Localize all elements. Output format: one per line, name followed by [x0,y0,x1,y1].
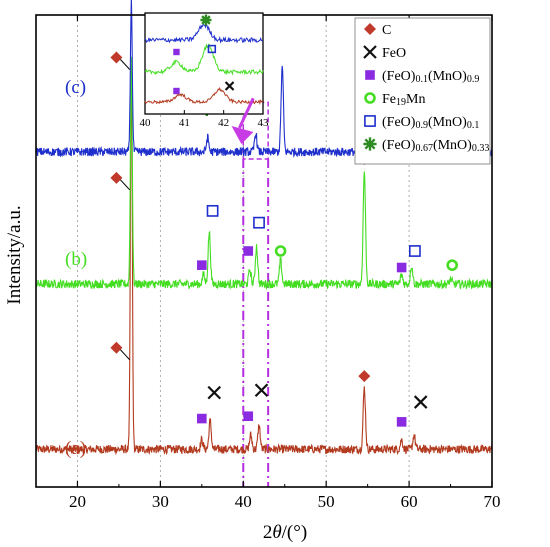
x-tick-label: 40 [235,492,252,511]
legend-label-sub: 0.9 [415,120,428,131]
legend-label-sub: 0.67 [415,143,433,154]
legend-label-part: C [382,23,391,38]
series-label: (b) [65,249,87,270]
open-square-marker [207,44,217,54]
legend-label-part: (FeO) [382,69,416,84]
zoom-arrow-head [231,126,254,144]
diamond-marker [110,51,123,64]
filled-square-marker [243,411,254,421]
legend-label-sub2: 0.9 [467,74,480,85]
x-axis-title-suffix: /(°) [282,522,308,543]
open-square-marker [408,245,421,257]
legend-label-part2: (MnO) [428,69,467,84]
cross-marker [363,45,377,59]
cross-marker [413,395,428,409]
legend-label-part2: Mn [406,92,425,107]
legend-label-part: (FeO) [382,138,416,153]
plot-frame [35,14,493,488]
diamond-marker [364,23,376,35]
open-square-marker [253,216,265,229]
open-square-marker [206,204,219,217]
axis-ticks: 20 30 40 50 60 70 [35,15,501,511]
filled-square-marker [243,246,254,256]
open-square-marker [364,115,376,127]
inset-tick-label: 42 [218,117,229,129]
x-tick-label: 20 [69,492,86,511]
legend-label-part: (FeO) [382,115,416,130]
series-line [35,56,493,291]
cross-marker [224,81,235,91]
legend-entry-label: C [382,23,391,38]
x-tick-label: 70 [484,492,501,511]
inset-tick-label: 41 [179,117,190,129]
filled-square-marker [396,262,407,273]
legend-label-part: FeO [382,46,406,61]
y-axis-title: Intensity/a.u. [4,205,25,304]
legend-label-sub2: 0.1 [467,120,480,131]
star-marker [363,137,377,151]
inset-series-line [144,86,264,106]
legend-box [354,17,491,165]
series-label: (a) [65,438,86,459]
inset-tick-label: 40 [140,117,152,129]
filled-square-marker [173,87,180,95]
x-axis-title-theta: θ [272,522,281,543]
cross-marker [207,385,222,400]
x-axis-title-prefix: 2 [263,522,273,543]
x-tick-label: 50 [318,492,335,511]
legend-entry-label: Fe19Mn [382,92,425,108]
marker-leader-line [120,59,131,70]
legend-label-part2: (MnO) [433,138,472,153]
legend: CFeO(FeO)0.1(MnO)0.9Fe19Mn(FeO)0.9(MnO)0… [354,17,491,165]
filled-square-marker [197,260,207,270]
legend-label-part2: (MnO) [428,115,467,130]
legend-entry-label: FeO [382,46,406,61]
filled-square-marker [365,70,375,80]
marker-leader-line [120,179,131,191]
star-marker [200,14,212,26]
series-line [35,63,493,456]
legend-label-sub: 19 [396,97,406,108]
x-tick-label: 30 [152,492,169,511]
x-tick-label: 60 [401,492,418,511]
series-label: (c) [65,77,86,98]
legend-entry-label: (FeO)0.67(MnO)0.33 [382,138,489,154]
zoom-arrow-shaft [238,97,255,129]
diamond-marker [110,171,123,184]
circle-marker [274,245,287,257]
circle-marker [446,259,459,271]
inset-series-line [144,23,264,44]
legend-label-sub2: 0.33 [472,143,490,154]
inset-series-line [144,43,264,76]
inset-plot: 40 41 42 43 [140,12,270,144]
filled-square-marker [173,48,180,56]
inset-frame [144,12,264,115]
filled-square-marker [197,413,207,424]
plot-border [35,14,493,488]
diamond-marker [358,370,371,383]
diamond-marker [110,341,123,354]
filled-square-marker [396,417,407,427]
legend-entry-label: (FeO)0.9(MnO)0.1 [382,115,479,131]
legend-entry-label: (FeO)0.1(MnO)0.9 [382,69,479,85]
zoom-highlight [242,101,270,487]
legend-label-part: Fe [382,92,396,107]
cross-marker [254,383,269,398]
marker-leader-line [120,349,131,361]
x-axis-title: 2θ/(°) [263,522,307,543]
circle-marker [364,92,376,104]
inset-tick-label: 43 [258,117,270,129]
legend-label-sub: 0.1 [415,74,428,85]
